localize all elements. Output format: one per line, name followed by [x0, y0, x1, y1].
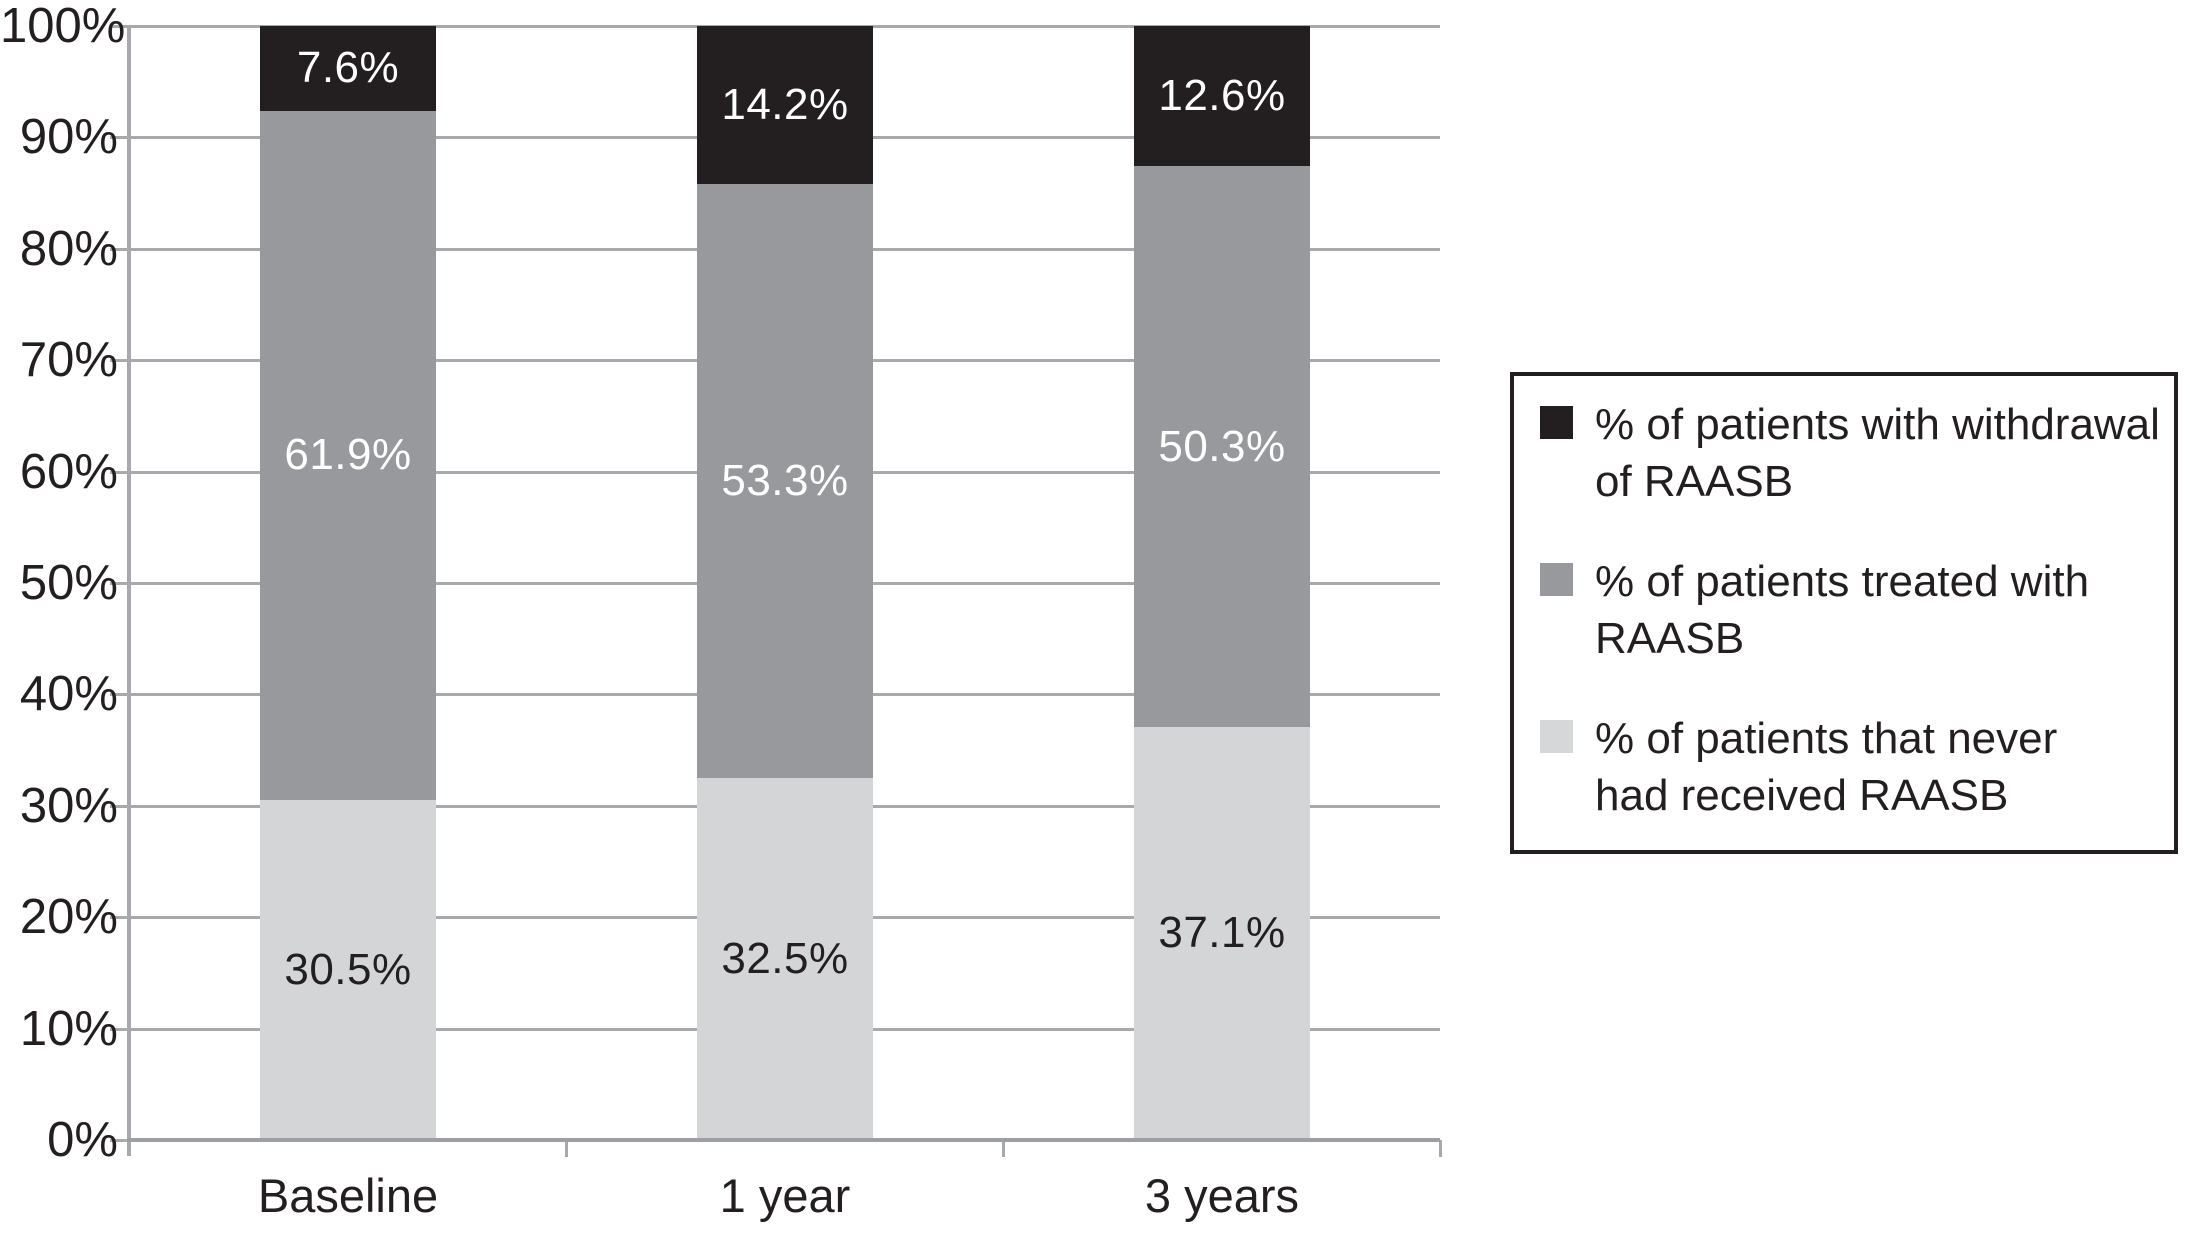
bar-segment-value-label: 32.5%	[721, 933, 849, 983]
bar-segment-value-label: 7.6%	[296, 43, 400, 93]
y-axis-tick	[110, 916, 130, 919]
bar-segment-value-label: 37.1%	[1158, 908, 1286, 958]
legend-label-line: had received RAASB	[1595, 771, 2009, 820]
y-axis-tick	[110, 693, 130, 696]
bar-segment-value-label: 61.9%	[284, 430, 412, 480]
x-axis-line	[127, 1138, 1440, 1142]
legend-label-line: of RAASB	[1595, 457, 1794, 506]
y-axis-tick	[110, 805, 130, 808]
y-axis-tick-label: 100%	[0, 0, 126, 53]
y-axis-tick-label: 20%	[19, 890, 118, 944]
legend: % of patients with withdrawal of RAASB %…	[1510, 372, 2178, 854]
y-axis-tick-label: 70%	[19, 333, 118, 387]
bar-segment-value-label: 14.2%	[721, 80, 849, 130]
y-axis-tick	[110, 136, 130, 139]
y-axis-tick-label: 40%	[19, 667, 118, 721]
legend-label-line: % of patients that never	[1595, 714, 2058, 763]
legend-item-never-received: % of patients that never had received RA…	[1540, 710, 2160, 824]
stacked-bar-baseline: 30.5% 61.9% 7.6%	[260, 26, 436, 1140]
bar-segment: 50.3%	[1134, 166, 1310, 727]
y-axis-tick-label: 60%	[19, 445, 118, 499]
y-axis-tick	[110, 25, 130, 28]
y-axis-line	[127, 26, 131, 1156]
y-axis-tick	[110, 1139, 130, 1142]
y-axis-tick-label: 30%	[19, 779, 118, 833]
y-axis-tick-label: 0%	[47, 1113, 118, 1167]
x-axis-category-label: Baseline	[257, 1169, 439, 1222]
y-axis-tick-label: 80%	[19, 222, 118, 276]
bar-segment: 7.6%	[260, 26, 436, 111]
bar-segment: 32.5%	[697, 777, 873, 1140]
y-axis-tick	[110, 471, 130, 474]
legend-label-line: RAASB	[1595, 614, 1745, 663]
bar-segment: 37.1%	[1134, 726, 1310, 1140]
y-axis-tick-label: 10%	[19, 1002, 118, 1056]
bar-segment: 30.5%	[260, 800, 436, 1140]
stacked-bar-1-year: 32.5% 53.3% 14.2%	[697, 26, 873, 1140]
bar-segment: 53.3%	[697, 184, 873, 778]
stacked-bar-3-years: 37.1% 50.3% 12.6%	[1134, 26, 1310, 1140]
x-axis-tick	[1439, 1140, 1442, 1157]
y-axis-tick	[110, 582, 130, 585]
y-axis-tick	[110, 359, 130, 362]
legend-label-line: % of patients with withdrawal	[1595, 400, 2160, 449]
y-axis-tick-label: 90%	[19, 110, 118, 164]
bar-segment-value-label: 30.5%	[284, 945, 412, 995]
legend-swatch-black-icon	[1540, 406, 1573, 439]
y-axis-tick	[110, 248, 130, 251]
bar-segment: 61.9%	[260, 110, 436, 801]
bar-segment-value-label: 53.3%	[721, 456, 849, 506]
legend-swatch-lightgray-icon	[1540, 720, 1573, 753]
y-axis-tick-label: 50%	[19, 556, 118, 610]
y-axis-tick	[110, 1028, 130, 1031]
x-axis-tick	[565, 1140, 568, 1157]
plot-area: 30.5% 61.9% 7.6% 32.5% 53.3% 14.2% 37.1% 50.3% 1…	[110, 25, 1442, 1157]
x-axis-tick	[1002, 1140, 1005, 1157]
legend-item-withdrawal: % of patients with withdrawal of RAASB	[1540, 396, 2160, 510]
bar-segment: 12.6%	[1134, 26, 1310, 167]
x-axis-category-label: 3 years	[1144, 1169, 1300, 1222]
legend-label-line: % of patients treated with	[1595, 557, 2090, 606]
bar-segment-value-label: 12.6%	[1158, 71, 1286, 121]
bar-segment-value-label: 50.3%	[1158, 421, 1286, 471]
legend-swatch-gray-icon	[1540, 563, 1573, 596]
legend-item-treated: % of patients treated with RAASB	[1540, 553, 2160, 667]
bar-segment: 14.2%	[697, 26, 873, 185]
x-axis-category-label: 1 year	[719, 1169, 851, 1222]
